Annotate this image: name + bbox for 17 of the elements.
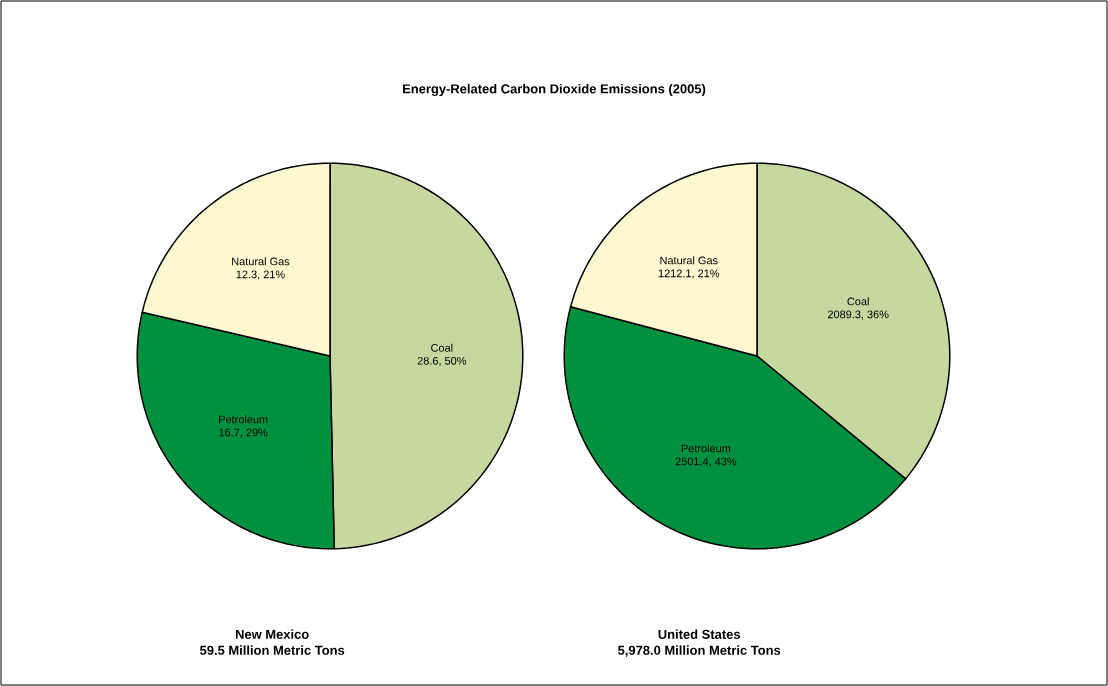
slice-label: Coal	[847, 297, 869, 306]
slice-label: Petroleum	[681, 444, 731, 453]
data-label: 16.7, 29%	[219, 428, 268, 438]
slice-label: Natural Gas	[232, 257, 290, 266]
data-label: 2501.4, 43%	[675, 457, 737, 467]
slice-label: Coal	[431, 343, 453, 352]
slice-label: Petroleum	[219, 415, 268, 424]
slice-label: Natural Gas	[660, 256, 718, 265]
text: United States	[658, 629, 741, 639]
text: New Mexico	[235, 629, 309, 639]
text: Energy-Related Carbon Dioxide Emissions (2005)	[403, 83, 706, 97]
data-label: 2089.3, 36%	[827, 310, 889, 320]
data-label: 1212.1, 21%	[658, 269, 720, 279]
text: 59.5 Million Metric Tons	[200, 645, 345, 655]
data-label: 12.3, 21%	[236, 270, 285, 280]
text: 5,978.0 Million Metric Tons	[618, 645, 781, 657]
data-label: 28.6, 50%	[417, 356, 467, 366]
